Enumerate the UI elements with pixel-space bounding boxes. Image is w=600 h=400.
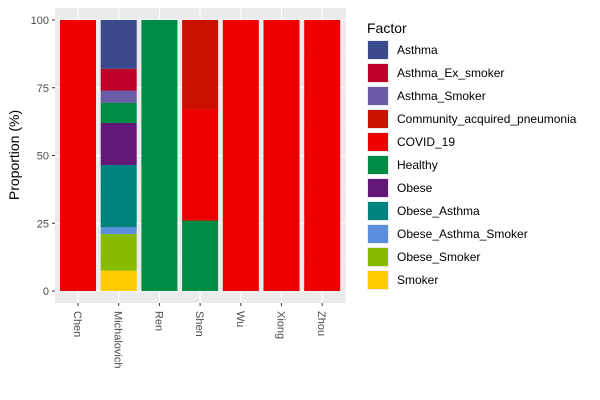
bar-segment-zhou-covid-19 [304, 20, 341, 291]
x-tick-label: Wu [234, 311, 246, 327]
bar-segment-ren-healthy [141, 20, 178, 291]
legend-swatch [368, 202, 388, 220]
legend-swatch [368, 41, 388, 59]
bar-segment-shen-covid-19 [182, 109, 219, 221]
legend-label: Obese_Asthma [397, 204, 480, 218]
bar-segment-wu-covid-19 [222, 20, 259, 291]
legend-swatch [368, 225, 388, 243]
bar-segment-michalovich-obese-smoker [100, 234, 137, 271]
legend-label: Healthy [397, 158, 438, 172]
bar-segment-michalovich-obese-asthma [100, 164, 137, 228]
bar-segment-michalovich-smoker [100, 270, 137, 291]
bar-segment-shen-healthy [182, 220, 219, 291]
x-tick-label: Shen [193, 311, 205, 337]
legend-label: Obese_Asthma_Smoker [397, 227, 528, 241]
bars [60, 20, 341, 291]
legend-title: Factor [367, 20, 407, 36]
legend-label: Obese [397, 181, 433, 195]
bar-segment-shen-community-acquired-pneumonia [182, 20, 219, 110]
bar-segment-chen-covid-19 [60, 20, 96, 291]
x-tick-label: Ren [152, 311, 164, 331]
legend-swatch [368, 156, 388, 174]
axes: 0 25 50 75 100 Chen Michalovich Ren Shen Wu Xiong Z… [31, 15, 328, 368]
y-axis-title: Proportion (%) [6, 110, 22, 200]
legend-swatch [368, 110, 388, 128]
legend-label: Smoker [397, 273, 438, 287]
legend-label: Asthma_Smoker [397, 89, 486, 103]
x-tick-label: Xiong [275, 311, 287, 339]
legend-label: Obese_Smoker [397, 250, 480, 264]
bar-segment-michalovich-obese-asthma-smoker [100, 227, 137, 235]
y-tick-label: 50 [37, 151, 49, 163]
legend-swatch [368, 271, 388, 289]
x-tick-label: Chen [71, 311, 83, 337]
legend-swatch [368, 179, 388, 197]
legend-label: Asthma [397, 43, 438, 57]
bar-segment-michalovich-asthma-ex-smoker [100, 68, 137, 91]
bar-segment-michalovich-asthma-smoker [100, 90, 137, 103]
legend-swatch [368, 87, 388, 105]
legend-label: Community_acquired_pneumonia [397, 112, 577, 126]
legend-swatch [368, 248, 388, 266]
legend-label: COVID_19 [397, 135, 455, 149]
y-tick-label: 100 [31, 15, 49, 27]
x-tick-label: Zhou [315, 311, 327, 336]
y-tick-label: 75 [37, 83, 49, 95]
y-tick-label: 0 [43, 286, 49, 298]
bar-segment-michalovich-asthma [100, 20, 137, 69]
x-tick-label: Michalovich [112, 311, 124, 368]
y-tick-label: 25 [37, 218, 49, 230]
legend: Asthma Asthma_Ex_smoker Asthma_Smoker Commu… [367, 40, 577, 290]
bar-segment-michalovich-obese [100, 122, 137, 165]
legend-label: Asthma_Ex_smoker [397, 66, 504, 80]
legend-swatch [368, 133, 388, 151]
bar-segment-xiong-covid-19 [263, 20, 300, 291]
bar-segment-michalovich-healthy [100, 102, 137, 123]
legend-swatch [368, 64, 388, 82]
